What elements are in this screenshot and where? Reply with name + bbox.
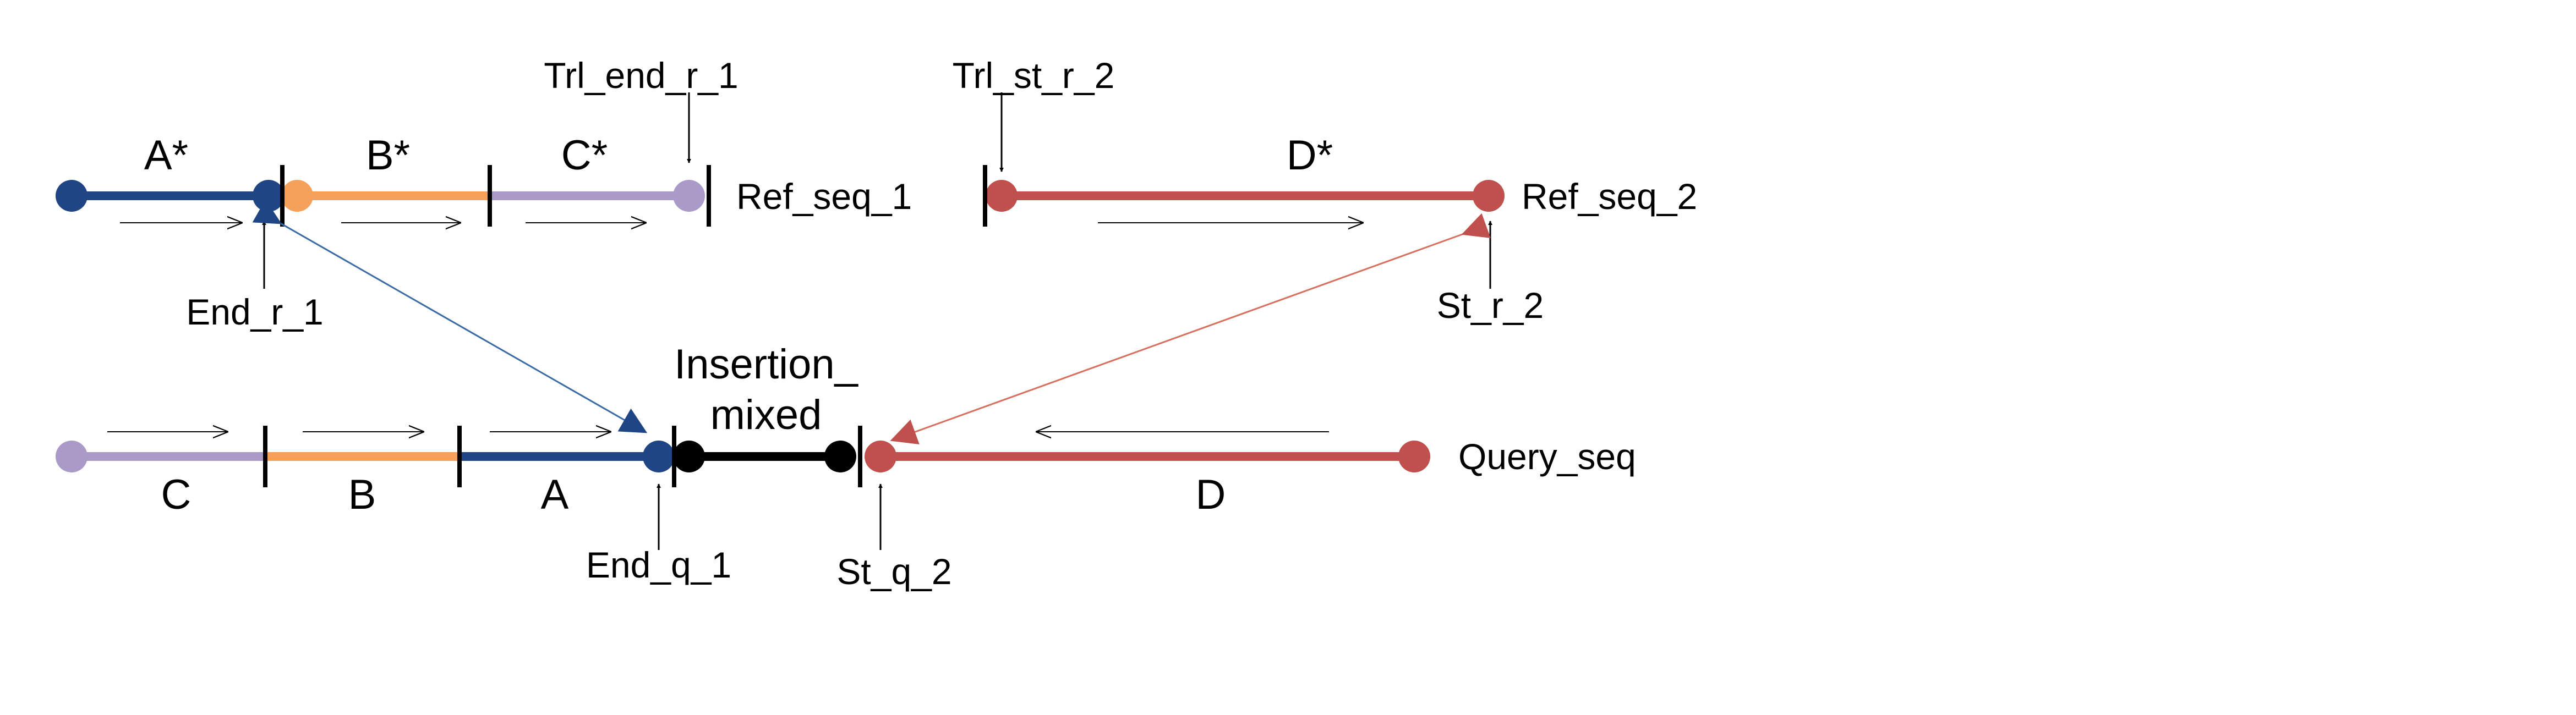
segment-a-label: A: [541, 471, 569, 518]
trl-st-r-2-label: Trl_st_r_2: [953, 55, 1115, 96]
a-star-start-node: [56, 180, 87, 212]
st-r-2-label: St_r_2: [1437, 285, 1544, 326]
segment-c-star-label: C*: [561, 132, 608, 179]
segment-d-star-label: D*: [1287, 132, 1333, 179]
insertion-label-line-2: mixed: [710, 392, 822, 438]
query-seq-label: Query_seq: [1458, 436, 1636, 477]
query-seq: C B A D Insertion_ mixed Query_seq: [56, 341, 1636, 518]
insertion-label-line-1: Insertion_: [674, 341, 858, 388]
correspondence-arrows: [252, 199, 1491, 444]
d-end-node: [1398, 441, 1430, 472]
d-start-node: [865, 441, 896, 472]
segment-a-star-label: A*: [144, 132, 188, 179]
red-correspondence-arrow: [890, 213, 1491, 444]
end-r-1-label: End_r_1: [186, 292, 324, 332]
a-star-end-node: [253, 180, 285, 212]
d-star-start-node: [986, 180, 1018, 212]
trl-end-r-1-label: Trl_end_r_1: [544, 55, 738, 96]
ref-seq-2-label: Ref_seq_2: [1522, 176, 1697, 217]
blue-correspondence-arrow: [252, 199, 648, 433]
insertion-start-node: [673, 441, 705, 472]
segment-b-label: B: [348, 471, 376, 518]
ref-seq-2: D* Ref_seq_2: [983, 132, 1697, 227]
end-q-1-label: End_q_1: [586, 544, 731, 585]
ref-seq-1: A* B* C* Ref_seq_1: [56, 132, 912, 227]
segment-b-star-label: B*: [366, 132, 410, 179]
c-start-node: [56, 441, 87, 472]
c-star-end-node: [673, 180, 705, 212]
insertion-end-node: [824, 441, 856, 472]
segment-d-label: D: [1196, 471, 1226, 518]
a-end-node: [643, 441, 675, 472]
segment-c-label: C: [161, 471, 192, 518]
d-star-end-node: [1473, 180, 1505, 212]
st-q-2-label: St_q_2: [836, 551, 951, 592]
b-star-start-node: [281, 180, 313, 212]
ref-seq-1-label: Ref_seq_1: [736, 176, 912, 217]
